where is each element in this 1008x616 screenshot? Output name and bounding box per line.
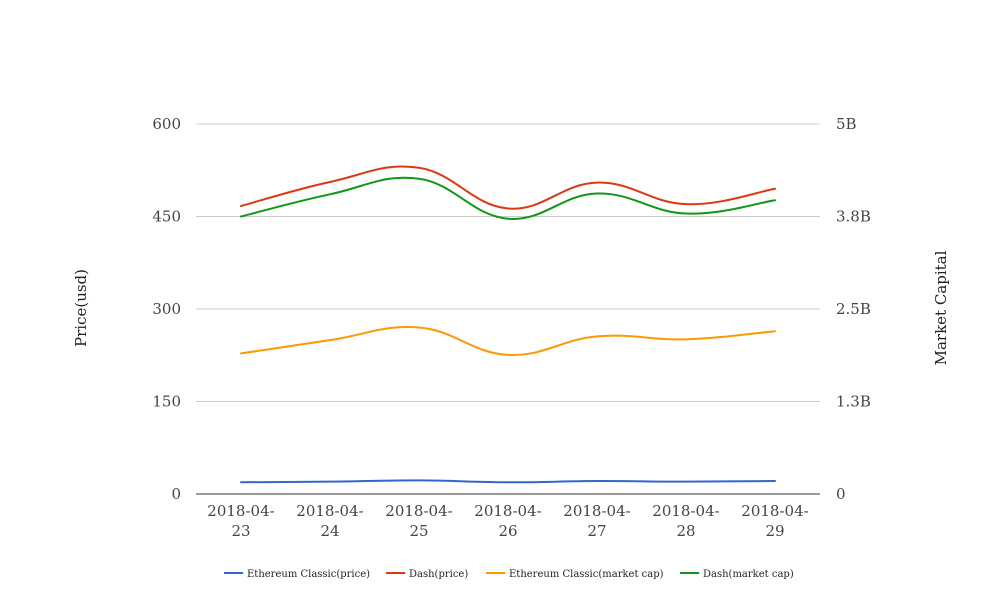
y-right-tick-label: 5B [836, 115, 857, 133]
x-tick-label: 2018-04-27 [563, 502, 630, 540]
x-tick-label: 2018-04-28 [652, 502, 719, 540]
legend: Ethereum Classic(price) Dash(price) Ethere… [224, 569, 794, 580]
x-tick-label: 2018-04-23 [207, 502, 274, 540]
y-left-tick-label: 450 [152, 208, 181, 226]
y-right-tick-label: 3.8B [836, 208, 871, 226]
y-left-tick-label: 0 [171, 485, 181, 503]
series-line-dash-market-cap [240, 176, 776, 220]
series-line-dash-price [240, 165, 776, 210]
y-left-tick-label: 300 [152, 300, 181, 318]
x-tick-label: 2018-04-29 [741, 502, 808, 540]
series-line-ethereum-classic-price [240, 479, 776, 484]
y-left-tick-label: 600 [152, 115, 181, 133]
y-axis-left-title: Price(usd) [72, 269, 90, 347]
y-right-tick-label: 1.3B [836, 393, 871, 411]
legend-label: Ethereum Classic(market cap) [509, 569, 664, 580]
x-tick-label: 2018-04-26 [474, 502, 541, 540]
legend-label: Dash(price) [409, 569, 468, 580]
series-line-ethereum-classic-market-cap [240, 325, 776, 356]
legend-label: Dash(market cap) [703, 569, 794, 580]
series-lines [240, 165, 776, 484]
x-tick-label: 2018-04-24 [296, 502, 363, 540]
y-right-tick-label: 2.5B [836, 300, 871, 318]
y-left-tick-label: 150 [152, 393, 181, 411]
grid [196, 123, 820, 402]
axes: 0 0 150 1.3B 300 2.5B 450 3.8B 600 5B 2018-04-23 20… [152, 115, 871, 540]
y-axis-right-title: Market Capital [932, 250, 950, 365]
x-tick-label: 2018-04-25 [385, 502, 452, 540]
y-right-tick-label: 0 [836, 485, 846, 503]
legend-label: Ethereum Classic(price) [247, 569, 370, 580]
